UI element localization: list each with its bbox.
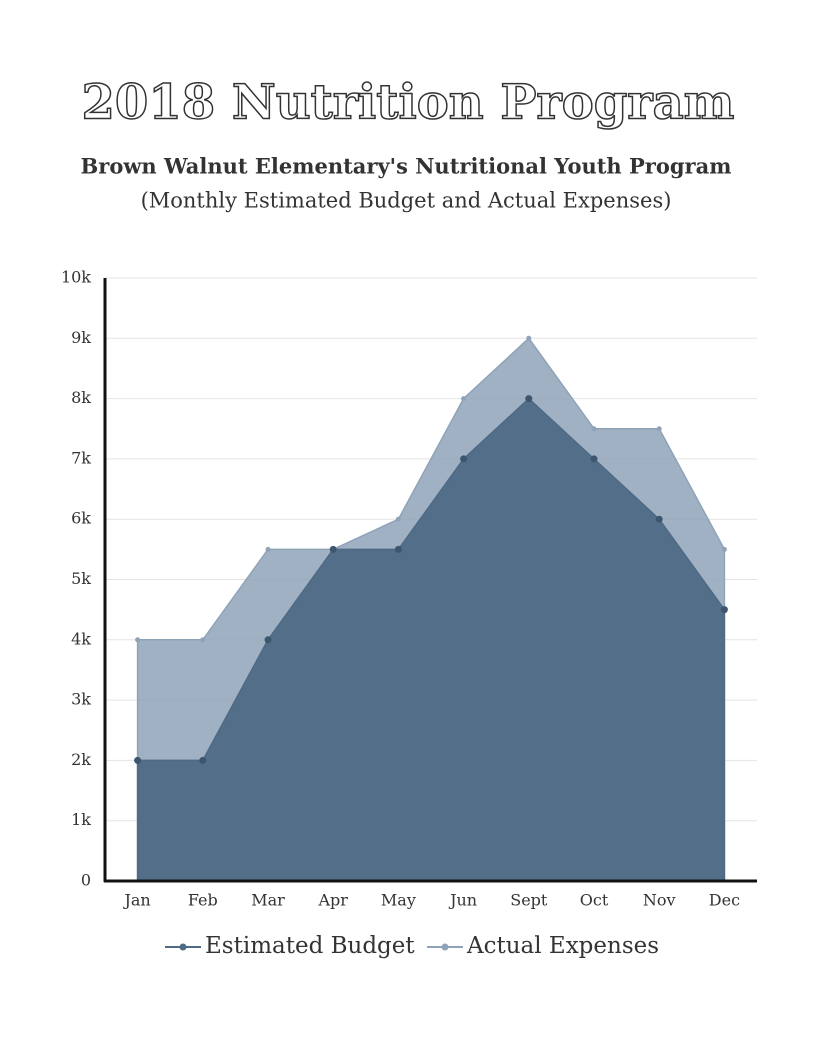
chart-subtitle: (Monthly Estimated Budget and Actual Exp…	[141, 189, 672, 213]
point	[460, 455, 468, 463]
point	[656, 426, 662, 432]
point	[264, 636, 272, 644]
y-tick-label: 9k	[71, 328, 91, 347]
point	[720, 606, 728, 614]
y-tick-label: 8k	[71, 388, 91, 407]
point	[135, 637, 141, 643]
point	[134, 756, 142, 764]
y-tick-label: 7k	[71, 448, 91, 467]
x-tick-label: Jan	[122, 891, 150, 910]
y-tick-label: 3k	[71, 690, 91, 709]
legend-swatch	[179, 943, 187, 951]
chart-subtitle: Brown Walnut Elementary's Nutritional Yo…	[81, 154, 732, 179]
point	[525, 395, 533, 403]
point	[461, 396, 467, 402]
point	[591, 426, 597, 432]
y-tick-label: 5k	[71, 569, 91, 588]
point	[265, 546, 271, 552]
y-tick-label: 6k	[71, 509, 91, 528]
point	[199, 756, 207, 764]
x-tick-label: Mar	[251, 891, 285, 910]
y-tick-label: 0	[81, 871, 91, 890]
x-tick-label: Apr	[317, 891, 348, 910]
x-tick-label: May	[381, 891, 416, 910]
y-tick-label: 4k	[71, 629, 91, 648]
x-tick-label: Nov	[643, 891, 676, 910]
chart-title: 2018 Nutrition Program	[82, 75, 735, 131]
y-tick-label: 10k	[61, 268, 91, 287]
x-tick-label: Sept	[510, 891, 548, 910]
legend-label: Estimated Budget	[205, 933, 415, 959]
x-tick-label: Jun	[448, 891, 477, 910]
point	[200, 637, 206, 643]
x-tick-label: Feb	[188, 891, 218, 910]
y-tick-label: 1k	[71, 810, 91, 829]
point	[395, 516, 401, 522]
point	[526, 335, 532, 341]
x-tick-label: Oct	[580, 891, 609, 910]
y-tick-label: 2k	[71, 750, 91, 769]
point	[721, 546, 727, 552]
point	[329, 545, 337, 553]
point	[394, 545, 402, 553]
x-tick-label: Dec	[709, 891, 740, 910]
point	[590, 455, 598, 463]
legend-label: Actual Expenses	[466, 933, 659, 959]
point	[655, 515, 663, 523]
legend-swatch	[441, 943, 449, 951]
